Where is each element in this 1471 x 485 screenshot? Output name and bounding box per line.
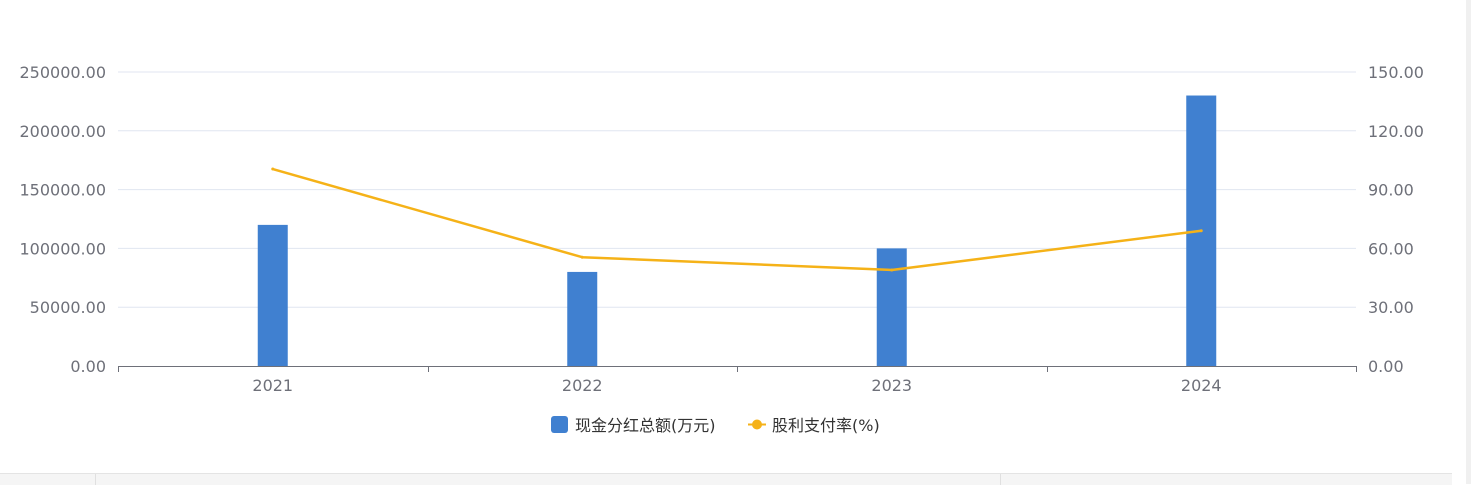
right-axis-tick-label: 90.00 [1368, 181, 1414, 200]
payout-ratio-line [272, 167, 1202, 272]
right-axis-tick-label: 150.00 [1368, 63, 1424, 82]
x-axis-category-label: 2021 [252, 376, 293, 395]
legend-bar-swatch [551, 416, 568, 433]
bar-2023[interactable] [876, 248, 907, 366]
x-axis-category-label: 2024 [1181, 376, 1222, 395]
table-column-divider [1000, 474, 1001, 485]
left-axis-tick-label: 150000.00 [19, 181, 106, 200]
left-axis-tick-label: 100000.00 [19, 239, 106, 258]
grid-lines [118, 71, 1356, 308]
bar-series [257, 95, 1217, 367]
x-axis-category-label: 2022 [562, 376, 603, 395]
left-axis-tick-label: 50000.00 [30, 298, 106, 317]
table-column-divider [95, 474, 96, 485]
legend-item-cash-dividend[interactable]: 现金分红总额(万元) [551, 416, 716, 435]
left-axis-ticks: 0.00 50000.00 100000.00 150000.00 200000.00 2… [19, 63, 106, 376]
right-axis-tick-label: 120.00 [1368, 122, 1424, 141]
x-axis: 2021 2022 2023 2024 [118, 366, 1357, 395]
line-point-2024[interactable] [1199, 229, 1203, 233]
bar-2021[interactable] [257, 224, 288, 366]
legend-label-cash-dividend: 现金分红总额(万元) [575, 416, 716, 435]
left-axis-tick-label: 250000.00 [19, 63, 106, 82]
legend-line-marker [752, 419, 762, 430]
line-point-2022[interactable] [580, 255, 584, 259]
legend: 现金分红总额(万元) 股利支付率(%) [551, 416, 880, 435]
left-axis-tick-label: 200000.00 [19, 122, 106, 141]
right-axis-tick-label: 0.00 [1368, 357, 1404, 376]
line-series [271, 167, 1203, 272]
x-axis-category-label: 2023 [871, 376, 912, 395]
bar-2022[interactable] [567, 271, 598, 366]
scrollbar-track[interactable] [1466, 0, 1471, 484]
left-axis-tick-label: 0.00 [70, 357, 106, 376]
right-axis-ticks: 0.00 30.00 60.00 90.00 120.00 150.00 [1368, 63, 1424, 376]
line-point-2023[interactable] [890, 268, 894, 272]
right-axis-tick-label: 30.00 [1368, 298, 1414, 317]
right-axis-tick-label: 60.00 [1368, 239, 1414, 258]
legend-label-payout-ratio: 股利支付率(%) [772, 416, 880, 435]
line-point-2021[interactable] [271, 167, 275, 171]
table-header-strip [0, 473, 1452, 485]
legend-item-payout-ratio[interactable]: 股利支付率(%) [748, 416, 880, 435]
